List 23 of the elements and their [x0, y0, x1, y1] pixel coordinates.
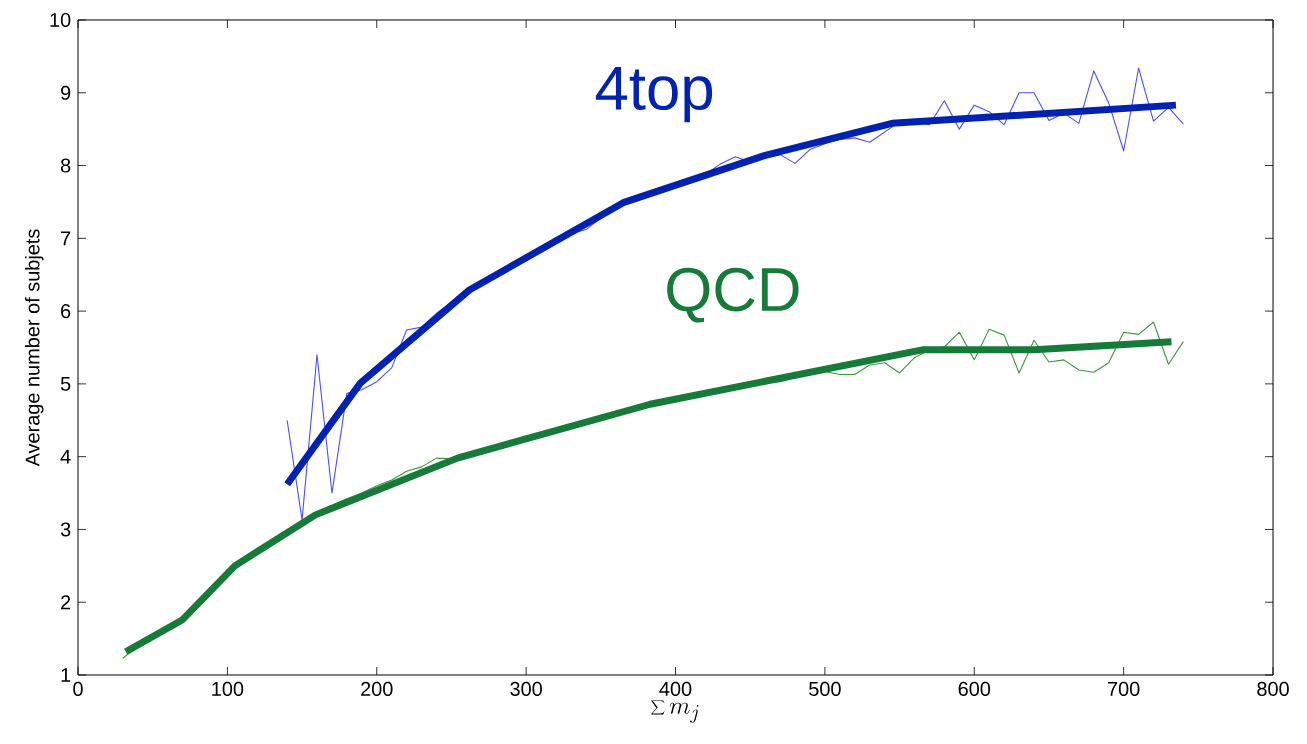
y-tick-label: 7	[61, 231, 71, 246]
y-tick-label: 8	[60, 158, 71, 173]
series-label: 4top	[595, 67, 713, 123]
x-tick-label: 0	[73, 681, 83, 696]
series-label: QCD	[667, 267, 799, 323]
x-axis-title: $\sum m_j$	[651, 700, 699, 723]
y-tick-label: 10	[50, 12, 71, 28]
x-tick-label: 700	[1108, 681, 1140, 696]
x-tick-label: 200	[361, 681, 393, 696]
y-tick-label: 2	[61, 595, 71, 610]
y-tick-label: 4	[60, 449, 71, 464]
x-tick-label: 300	[510, 681, 542, 696]
y-tick-label: 5	[60, 376, 71, 391]
x-tick-label: 100	[212, 681, 244, 696]
y-tick-label: 9	[61, 85, 71, 100]
x-tick-label: 600	[958, 681, 991, 696]
y-tick-label: 3	[60, 522, 71, 537]
y-axis-title: Average number of subjets	[24, 229, 44, 467]
y-tick-label: 6	[61, 304, 71, 319]
x-tick-label: 400	[659, 681, 692, 696]
x-tick-label: 800	[1257, 681, 1289, 696]
x-tick-label: 500	[809, 681, 841, 696]
y-tick-label: 1	[61, 668, 71, 682]
